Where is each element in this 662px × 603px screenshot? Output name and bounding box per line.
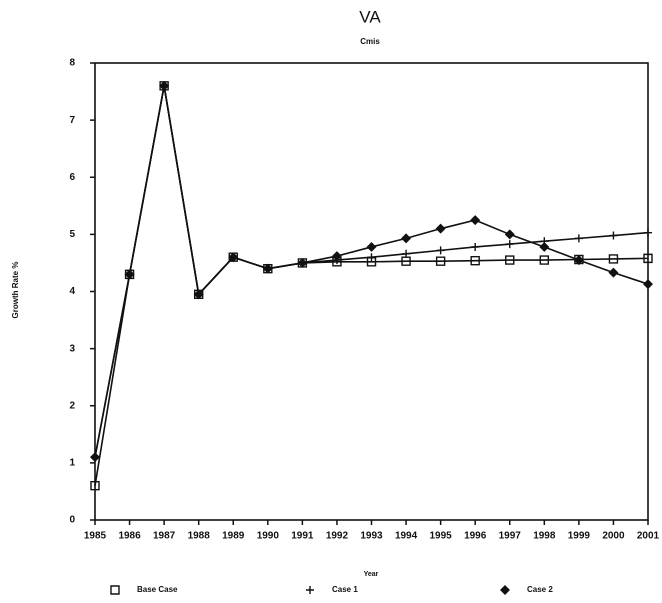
- x-axis-label: Year: [364, 571, 379, 578]
- point: [401, 256, 411, 266]
- point: [609, 231, 618, 240]
- point: [367, 253, 376, 262]
- x-tick-label: 1991: [291, 531, 314, 542]
- legend-marker: [500, 585, 510, 595]
- point: [643, 253, 653, 264]
- x-tick-label: 1988: [188, 531, 211, 542]
- point: [159, 80, 170, 91]
- chart-title: VA: [359, 7, 381, 26]
- point: [159, 81, 169, 91]
- x-tick-label: 1986: [118, 531, 141, 542]
- x-tick-label: 1989: [222, 531, 245, 542]
- legend-label: Case 1: [332, 585, 358, 594]
- series-line: [94, 85, 649, 458]
- point: [331, 251, 342, 262]
- legend-marker: [306, 586, 314, 594]
- point: [435, 223, 446, 234]
- point: [124, 269, 135, 280]
- point: [643, 279, 653, 290]
- point: [608, 267, 619, 278]
- legend-marker: [110, 585, 120, 595]
- x-tick-label: 1987: [153, 531, 176, 542]
- point: [574, 234, 583, 243]
- y-tick-label: 7: [69, 115, 75, 126]
- x-tick-label: 1999: [568, 531, 591, 542]
- series-line: [94, 85, 649, 458]
- point: [505, 255, 515, 265]
- point: [505, 240, 514, 249]
- x-tick-label: 2001: [637, 531, 660, 542]
- point: [470, 215, 481, 226]
- y-tick-label: 4: [69, 286, 75, 297]
- point: [90, 452, 100, 463]
- plot-frame: [94, 62, 649, 521]
- x-tick-label: 2000: [602, 531, 625, 542]
- series-line: [94, 85, 649, 486]
- point: [193, 289, 204, 300]
- point: [228, 252, 238, 262]
- point: [573, 255, 584, 266]
- x-tick-label: 1992: [326, 531, 349, 542]
- x-tick-label: 1994: [395, 531, 418, 542]
- point: [193, 289, 204, 300]
- point: [228, 252, 239, 263]
- x-tick-label: 1985: [84, 531, 107, 542]
- y-tick-label: 3: [69, 343, 75, 354]
- point: [262, 263, 273, 274]
- point: [297, 257, 308, 268]
- point: [504, 229, 515, 240]
- point: [401, 233, 412, 244]
- point: [366, 241, 377, 252]
- point: [644, 228, 652, 237]
- y-tick-label: 8: [69, 58, 75, 69]
- x-tick-label: 1995: [430, 531, 453, 542]
- x-tick-label: 1997: [499, 531, 522, 542]
- y-axis-label: Growth Rate %: [11, 262, 20, 319]
- y-tick-label: 0: [69, 515, 75, 526]
- point: [608, 254, 619, 264]
- point: [436, 246, 445, 255]
- x-tick-label: 1990: [257, 531, 280, 542]
- point: [435, 256, 446, 266]
- y-tick-label: 5: [69, 229, 75, 240]
- x-tick-label: 1998: [533, 531, 556, 542]
- chart-subtitle: Cmis: [360, 37, 380, 46]
- legend-label: Case 2: [527, 585, 553, 594]
- y-tick-label: 6: [69, 172, 75, 183]
- x-tick-label: 1993: [360, 531, 383, 542]
- point: [90, 481, 100, 491]
- point: [470, 255, 480, 266]
- x-tick-label: 1996: [464, 531, 487, 542]
- legend-label: Base Case: [137, 585, 178, 594]
- point: [471, 242, 480, 251]
- y-tick-label: 2: [69, 400, 75, 411]
- point: [539, 255, 550, 265]
- point: [539, 241, 550, 252]
- point: [402, 249, 411, 258]
- y-tick-label: 1: [69, 458, 75, 469]
- point: [263, 263, 273, 274]
